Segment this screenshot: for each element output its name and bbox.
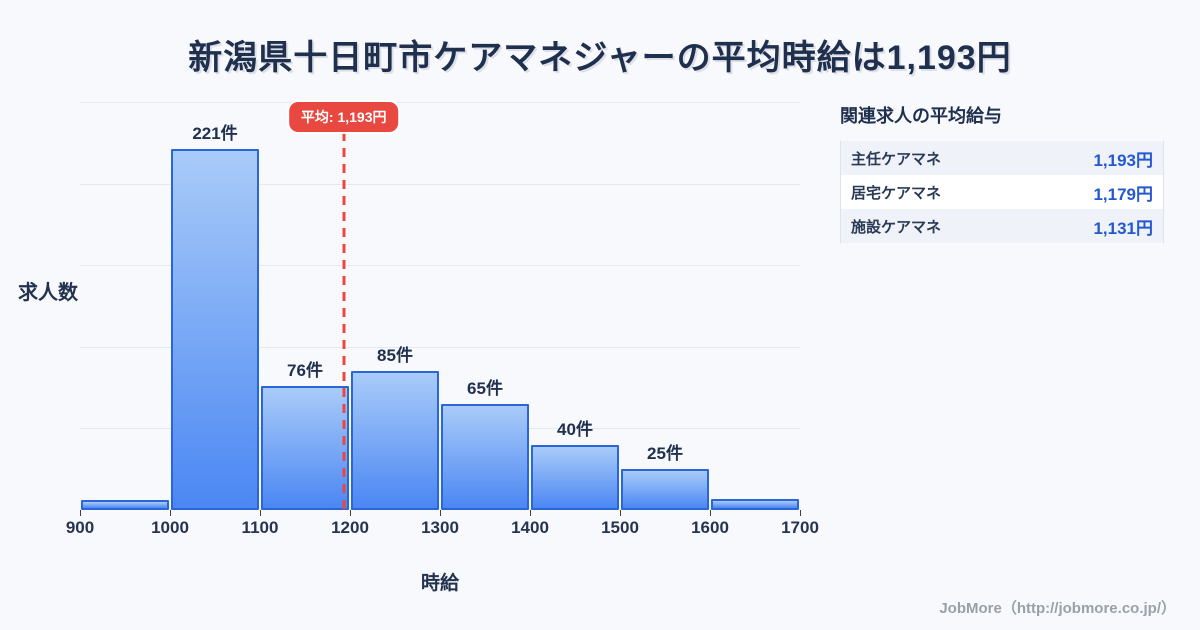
bar-value-label: 76件: [287, 361, 323, 380]
x-axis-tick-label: 1000: [151, 518, 189, 537]
gridline: [80, 183, 800, 185]
average-badge: 平均: 1,193円: [288, 102, 399, 132]
related-job-row: 主任ケアマネ 1,193円: [841, 141, 1163, 175]
x-axis-tick-label: 1100: [241, 518, 279, 537]
x-axis-tick: [529, 510, 531, 516]
x-axis-tick: [709, 510, 711, 516]
related-job-value: 1,193円: [1093, 150, 1153, 170]
x-axis-tick-label: 1400: [511, 518, 549, 537]
footer-credit: JobMore（http://jobmore.co.jp/）: [939, 600, 1176, 617]
x-axis-tick: [169, 510, 171, 516]
y-axis-label: 求人数: [18, 282, 78, 304]
gridline: [80, 346, 800, 348]
x-axis-tick-label: 1300: [421, 518, 459, 537]
x-axis-tick: [259, 510, 261, 516]
x-axis-tick-label: 900: [65, 518, 95, 537]
gridline: [80, 428, 800, 430]
x-axis-tick-label: 1700: [781, 518, 819, 537]
x-axis-tick: [349, 510, 351, 516]
x-axis-tick-label: 1200: [331, 518, 369, 537]
histogram-bar: [351, 371, 439, 510]
x-axis-tick-label: 1600: [691, 518, 729, 537]
related-jobs-table: 主任ケアマネ 1,193円居宅ケアマネ 1,179円施設ケアマネ 1,131円: [840, 141, 1164, 243]
histogram-bar: [81, 500, 169, 510]
page-title: 新潟県十日町市ケアマネジャーの平均時給は1,193円: [188, 39, 1012, 77]
related-job-label: 居宅ケアマネ: [851, 184, 942, 202]
histogram-bar: [711, 499, 799, 510]
x-axis-tick: [619, 510, 621, 516]
related-job-row: 居宅ケアマネ 1,179円: [841, 175, 1163, 209]
histogram-bar: [171, 149, 259, 510]
bar-value-label: 65件: [467, 379, 503, 398]
histogram-bar: [531, 445, 619, 510]
x-axis-tick: [799, 510, 801, 516]
histogram-bar: [261, 386, 349, 510]
bar-value-label: 85件: [377, 346, 413, 365]
average-line: [342, 132, 346, 510]
x-axis-tick: [439, 510, 441, 516]
related-job-value: 1,179円: [1093, 184, 1153, 204]
related-job-label: 施設ケアマネ: [851, 218, 942, 236]
related-job-label: 主任ケアマネ: [851, 150, 942, 168]
side-panel-title: 関連求人の平均給与: [840, 106, 1002, 126]
bar-value-label: 25件: [647, 444, 683, 463]
x-axis-tick-label: 1500: [601, 518, 639, 537]
plot-area: 221件 76件 85件 65件 40件 25件 900 1000 1100 1200 1300 14…: [66, 102, 819, 537]
histogram-bar: [621, 469, 709, 510]
related-job-value: 1,131円: [1093, 218, 1153, 238]
gridline: [80, 102, 800, 103]
x-axis-tick: [79, 510, 81, 516]
related-job-row: 施設ケアマネ 1,131円: [841, 209, 1163, 243]
bar-value-label: 40件: [557, 420, 593, 439]
histogram-bar: [441, 404, 529, 510]
gridline: [80, 265, 800, 267]
bar-value-label: 221件: [192, 124, 238, 143]
x-axis-label: 時給: [420, 573, 459, 594]
